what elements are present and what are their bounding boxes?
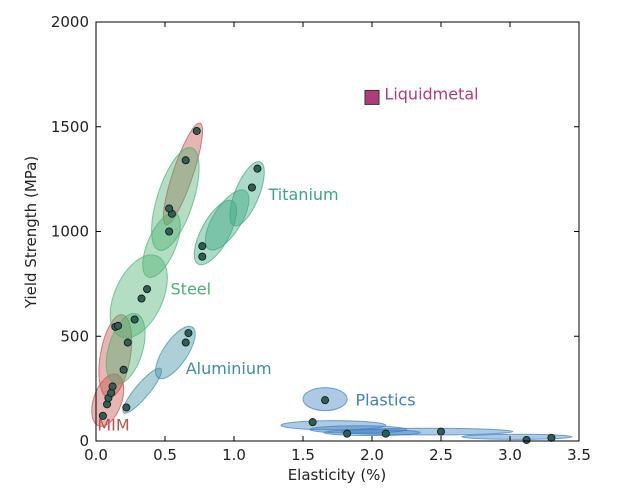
point-plastics [343,429,352,438]
group-regions [91,122,573,440]
region-titanium [229,161,265,227]
point-titanium [247,183,256,192]
label-mim: MIM [97,416,129,435]
y-tick-label: 1500 [51,118,89,136]
region-steel [151,147,200,251]
label-plastics: Plastics [355,390,415,409]
x-tick-label: 3.0 [498,446,522,464]
y-tick-label: 500 [60,327,89,345]
label-steel: Steel [171,279,212,298]
point-mim [98,411,107,420]
point-titanium [198,242,207,251]
point-plastics [321,396,330,405]
y-axis: 0 500 1000 1500 2000 [51,13,579,450]
region-aluminium [122,367,163,414]
label-liquidmetal: Liquidmetal [384,85,478,104]
region-titanium [204,189,250,251]
x-axis: 0.0 0.5 1.0 1.5 2.0 2.5 3.0 3.5 [84,22,591,464]
point-plastics [381,429,390,438]
y-tick-label: 0 [79,432,89,450]
point-aluminium [122,403,131,412]
label-titanium: Titanium [268,185,339,204]
point-titanium [253,164,262,173]
point-plastics [547,433,556,442]
label-aluminium: Aluminium [186,359,272,378]
data-points [98,89,556,444]
point-steel [165,227,174,236]
point-mim [114,321,123,330]
point-titanium [198,252,207,261]
point-steel [130,315,139,324]
point-steel [137,294,146,303]
y-tick-label: 1000 [51,223,89,241]
y-axis-title: Yield Strength (MPa) [22,156,40,309]
x-tick-label: 0.5 [153,446,177,464]
point-aluminium [184,329,193,338]
x-tick-label: 2.0 [360,446,384,464]
region-plastics [323,429,421,437]
x-tick-label: 2.5 [429,446,453,464]
point-steel [181,156,190,165]
x-tick-label: 1.5 [291,446,315,464]
y-tick-label: 2000 [51,13,89,31]
region-plastics [461,433,573,440]
point-plastics [308,418,317,427]
point-steel [119,365,128,374]
point-aluminium [181,338,190,347]
point-plastics [522,435,531,444]
point-steel [123,338,132,347]
point-plastics [436,427,445,436]
x-tick-label: 3.5 [567,446,591,464]
point-liquidmetal [364,89,380,105]
point-steel [165,204,174,213]
point-mim [143,285,152,294]
group-labels: MIM Steel Titanium Aluminium Plastics Liquidm… [97,85,478,435]
x-tick-label: 1.0 [222,446,246,464]
x-axis-title: Elasticity (%) [288,466,387,484]
x-tick-label: 0.0 [84,446,108,464]
point-mim [108,382,117,391]
region-plastics [280,420,387,431]
point-mim [192,126,201,135]
